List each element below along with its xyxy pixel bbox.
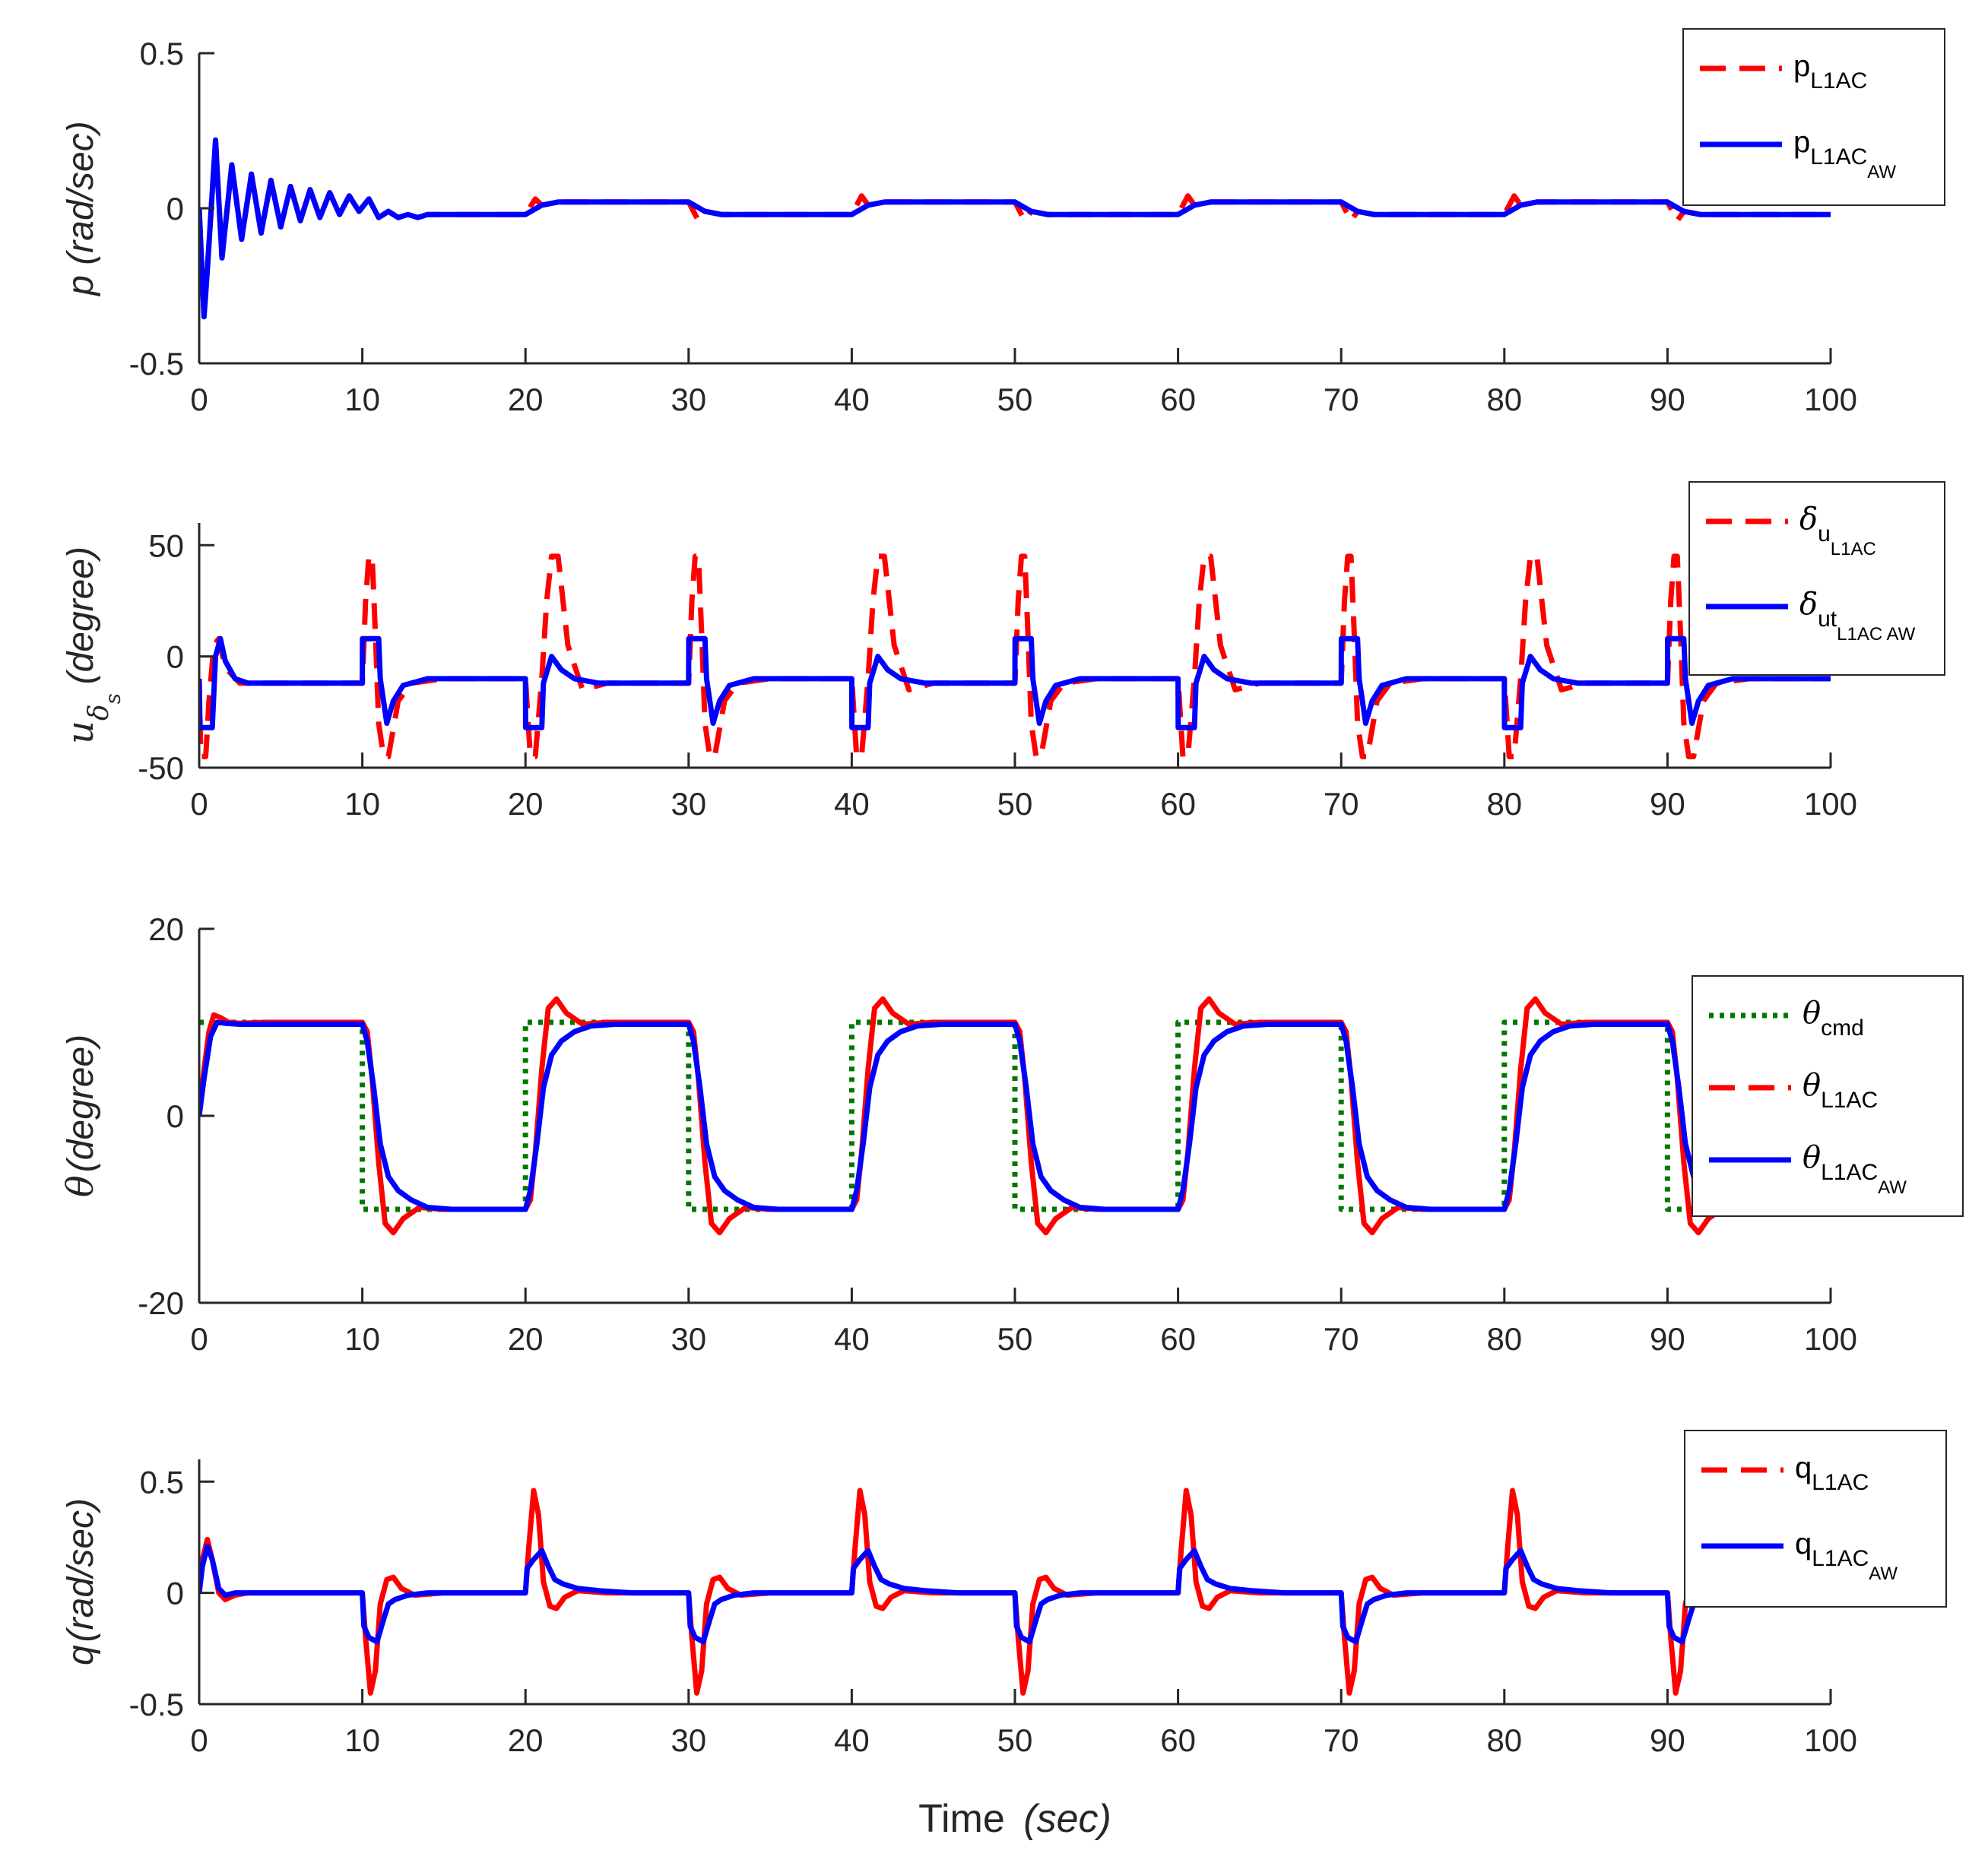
- legend-q: qL1AC qL1ACAW: [1684, 1430, 1947, 1608]
- series-p_L1AC: [199, 137, 1831, 320]
- x-tick-label: 100: [1804, 786, 1857, 822]
- legend-label: δutL1AC AW: [1799, 587, 1916, 645]
- y-axis-label: p (rad/sec): [61, 121, 101, 296]
- y-tick-label: 50: [148, 528, 184, 563]
- legend-label: qL1AC: [1795, 1451, 1869, 1495]
- x-axis-label: Time (sec): [918, 1797, 1111, 1841]
- panel-theta: 0 10 20 30 40 50 60 70 80 90 100-20020θ(degree)θcm…: [59, 911, 1964, 1357]
- x-tick-label: 100: [1804, 1321, 1857, 1357]
- y-tick-label: 0.5: [140, 1464, 184, 1500]
- x-tick-label: 20: [508, 382, 544, 417]
- legend-box: [1688, 481, 1945, 676]
- x-tick-label: 70: [1324, 382, 1359, 417]
- panel-p: 0 10 20 30 40 50 60 70 80 90 100-0.500.5p (rad/sec…: [61, 28, 1945, 417]
- x-tick-label: 90: [1650, 1321, 1685, 1357]
- x-tick-label: 0: [190, 1321, 208, 1357]
- x-tick-label: 60: [1160, 1321, 1196, 1357]
- x-tick-label: 40: [834, 1722, 870, 1758]
- legend-label: δuL1AC: [1799, 502, 1876, 559]
- x-tick-label: 70: [1324, 1722, 1359, 1758]
- series-p_L1AC_AW: [199, 137, 1831, 320]
- x-tick-label: 10: [344, 786, 380, 822]
- x-tick-label: 50: [997, 1321, 1033, 1357]
- x-tick-label: 40: [834, 382, 870, 417]
- x-tick-label: 0: [190, 1722, 208, 1758]
- y-tick-label: 0: [166, 1098, 184, 1134]
- x-tick-label: 10: [344, 1722, 380, 1758]
- x-tick-label: 20: [508, 1722, 544, 1758]
- legend-box: [1682, 28, 1945, 206]
- y-tick-label: -0.5: [129, 1687, 184, 1722]
- x-tick-label: 80: [1486, 786, 1522, 822]
- series-theta_L1AC_AW: [199, 1019, 1831, 1212]
- y-tick-label: 0: [166, 639, 184, 675]
- y-axis-label: uδs(degree): [59, 547, 125, 744]
- x-tick-label: 60: [1160, 1722, 1196, 1758]
- x-tick-label: 80: [1486, 1321, 1522, 1357]
- x-tick-label: 70: [1324, 786, 1359, 822]
- series-q_L1AC_AW: [199, 1543, 1831, 1645]
- x-tick-label: 0: [190, 786, 208, 822]
- y-tick-label: -0.5: [129, 346, 184, 382]
- x-tick-label: 20: [508, 1321, 544, 1357]
- y-axis-label: q(rad/sec): [61, 1498, 101, 1665]
- x-tick-label: 80: [1486, 382, 1522, 417]
- x-tick-label: 30: [671, 1321, 706, 1357]
- x-tick-label: 80: [1486, 1722, 1522, 1758]
- legend-box: [1692, 975, 1964, 1217]
- panel-q: 0 10 20 30 40 50 60 70 80 90 100-0.500.5q(rad/sec)…: [61, 1430, 1947, 1758]
- y-tick-label: -20: [138, 1285, 184, 1321]
- series-theta_cmd: [199, 1019, 1831, 1212]
- y-tick-label: 0.5: [140, 36, 184, 71]
- y-tick-label: 0: [166, 1576, 184, 1611]
- x-tick-label: 50: [997, 382, 1033, 417]
- x-tick-label: 20: [508, 786, 544, 822]
- y-axis-label: θ(degree): [59, 1034, 102, 1197]
- legend-label: qL1ACAW: [1795, 1527, 1898, 1584]
- series-delta_ut_L1AC_AW: [199, 635, 1831, 730]
- x-tick-label: 30: [671, 1722, 706, 1758]
- legend-label: θcmd: [1803, 996, 1864, 1041]
- x-tick-label: 100: [1804, 382, 1857, 417]
- x-axis-label-text: Time: [918, 1797, 1005, 1841]
- x-tick-label: 50: [997, 1722, 1033, 1758]
- x-tick-label: 0: [190, 382, 208, 417]
- x-tick-label: 60: [1160, 786, 1196, 822]
- x-tick-label: 30: [671, 382, 706, 417]
- x-tick-label: 90: [1650, 786, 1685, 822]
- legend-theta: θcmd θL1AC θL1ACAW: [1692, 975, 1964, 1217]
- panel-u: 0 10 20 30 40 50 60 70 80 90 100-50050uδs(degree)δ…: [59, 481, 1945, 822]
- x-tick-label: 40: [834, 1321, 870, 1357]
- x-tick-label: 30: [671, 786, 706, 822]
- legend-label: θL1AC: [1803, 1068, 1878, 1113]
- x-tick-label: 40: [834, 786, 870, 822]
- x-axis-label-unit: (sec): [1023, 1797, 1111, 1841]
- x-tick-label: 60: [1160, 382, 1196, 417]
- legend-box: [1684, 1430, 1947, 1608]
- legend-label: pL1ACAW: [1793, 125, 1896, 182]
- x-tick-label: 90: [1650, 1722, 1685, 1758]
- x-tick-label: 100: [1804, 1722, 1857, 1758]
- x-tick-label: 70: [1324, 1321, 1359, 1357]
- x-tick-label: 50: [997, 786, 1033, 822]
- legend-p: pL1AC pL1ACAW: [1682, 28, 1945, 206]
- legend-label: θL1ACAW: [1803, 1140, 1907, 1198]
- x-tick-label: 10: [344, 1321, 380, 1357]
- y-tick-label: -50: [138, 750, 184, 786]
- y-tick-label: 0: [166, 191, 184, 227]
- x-tick-label: 10: [344, 382, 380, 417]
- y-tick-label: 20: [148, 911, 184, 947]
- legend-u: δuL1AC δutL1AC AW: [1688, 481, 1945, 676]
- x-tick-label: 90: [1650, 382, 1685, 417]
- legend-label: pL1AC: [1793, 49, 1867, 93]
